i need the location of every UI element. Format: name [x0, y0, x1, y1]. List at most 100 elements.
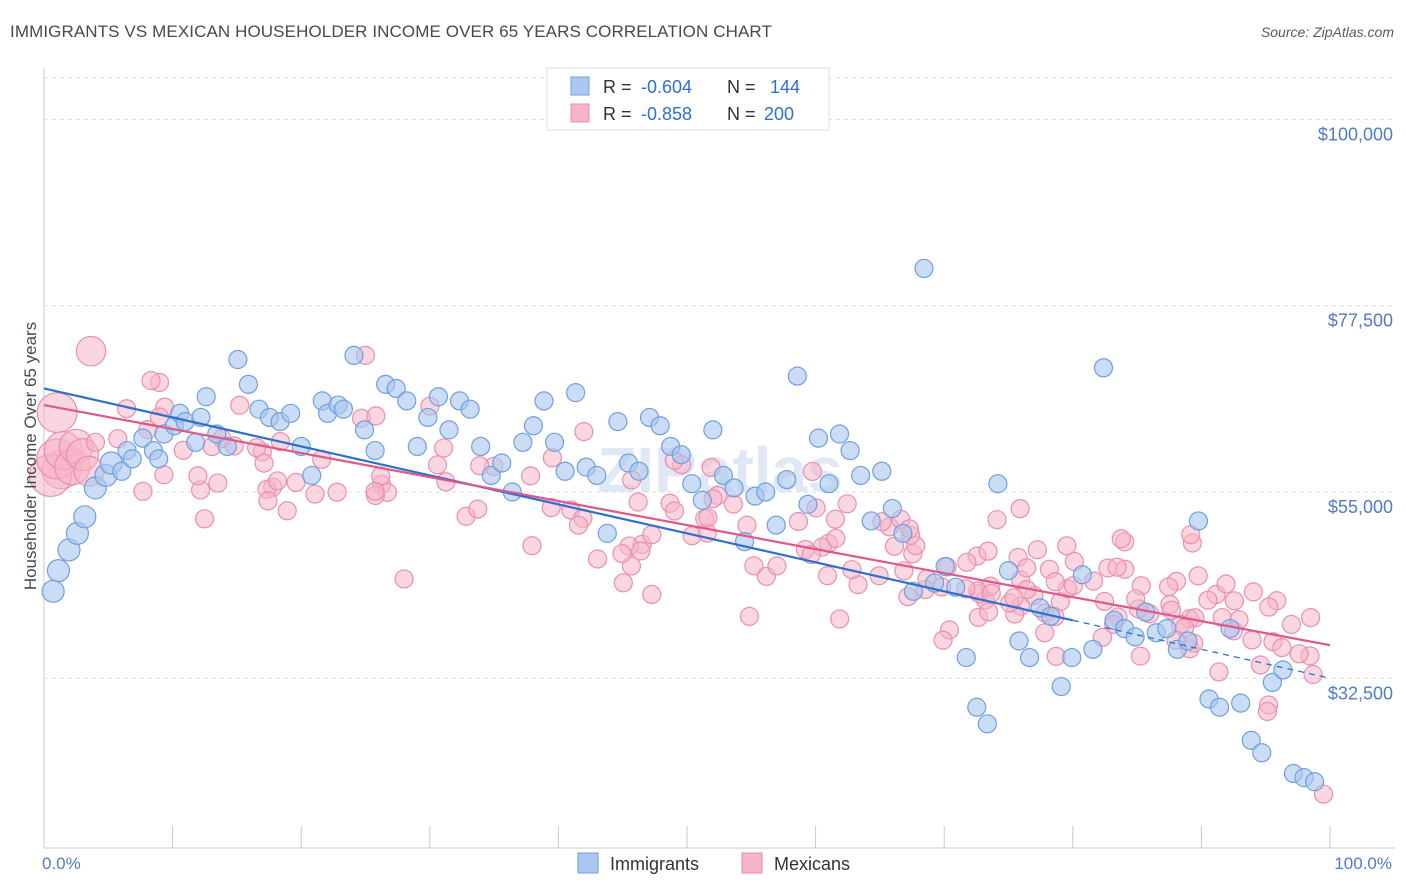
immigrants-point-68 [692, 490, 712, 510]
mexicans-point-71 [987, 510, 1007, 530]
mexicans-point-151 [664, 501, 685, 521]
mexicans-point-128 [612, 543, 632, 564]
mexicans-point-129 [305, 484, 325, 504]
immigrants-point-115 [1188, 511, 1209, 531]
mexicans-point-125 [520, 466, 541, 486]
mexicans-point-126 [830, 609, 850, 629]
y-tick-label-3: $32,500 [1328, 683, 1393, 703]
mexicans-point-176 [258, 491, 278, 511]
y-tick-label-2: $55,000 [1328, 497, 1393, 517]
mexicans-point-60 [327, 482, 347, 502]
mexicans-point-26 [188, 466, 208, 486]
immigrants-point-122 [1262, 672, 1282, 693]
mexicans-point-104 [739, 606, 760, 626]
mexicans-point-138 [1004, 588, 1024, 608]
immigrants-point-34 [333, 399, 354, 419]
immigrants-point-92 [946, 577, 966, 597]
mexicans-point-108 [628, 492, 648, 512]
mexicans-point-56 [1301, 608, 1321, 628]
y-axis-label: Householder Income Over 65 years [21, 322, 40, 590]
immigrants-point-86 [882, 498, 902, 519]
mexicans-point-68 [1010, 499, 1030, 519]
immigrants-point-106 [1093, 358, 1114, 378]
mexicans-points [28, 335, 1334, 804]
immigrants-point-40 [397, 391, 417, 411]
mexicans-point-105 [568, 515, 589, 535]
immigrants-point-117 [1209, 697, 1230, 717]
immigrants-point-62 [629, 461, 649, 481]
mexicans-point-114 [1111, 529, 1131, 549]
mexicans-trend-line [43, 403, 1331, 647]
mexicans-point-67 [825, 509, 846, 529]
mexicans-point-168 [933, 630, 953, 650]
mexicans-point-148 [141, 370, 161, 391]
mexicans-point-211 [1281, 614, 1302, 635]
mexicans-point-73 [1216, 574, 1236, 594]
mexicans-point-145 [1159, 577, 1179, 597]
immigrants-point-91 [935, 556, 955, 577]
bottom-legend-swatch-immigrants [577, 852, 599, 874]
immigrants-point-77 [787, 366, 807, 386]
mexicans-point-141 [1017, 558, 1037, 578]
mexicans-point-41 [366, 406, 386, 426]
x-tick-label-min: 0.0% [42, 854, 81, 873]
immigrants-point-49 [492, 453, 512, 473]
immigrants-point-8 [112, 461, 132, 481]
immigrants-point-88 [903, 581, 924, 601]
mexicans-point-178 [427, 455, 448, 475]
immigrants-point-120 [1241, 730, 1261, 750]
immigrants-point-4 [73, 505, 97, 529]
mexicans-point-208 [394, 569, 414, 589]
correlation-legend: R = -0.604 N = 144 R = -0.858 N = 200 [546, 67, 830, 131]
legend-r-label-mexicans: R = [603, 104, 632, 124]
immigrants-point-97 [998, 561, 1019, 581]
mexicans-point-6 [1224, 591, 1244, 611]
mexicans-point-177 [254, 453, 274, 473]
immigrants-point-44 [439, 420, 459, 440]
y-tick-labels: $100,000 $77,500 $55,000 $32,500 [1318, 124, 1393, 703]
mexicans-point-146 [1027, 540, 1048, 560]
mexicans-point-118 [133, 481, 153, 501]
chart-title: IMMIGRANTS VS MEXICAN HOUSEHOLDER INCOME… [10, 22, 772, 41]
series-legend: Immigrants Mexicans [577, 852, 850, 874]
immigrants-point-13 [149, 449, 169, 469]
immigrants-point-37 [365, 440, 385, 461]
immigrants-point-35 [344, 345, 364, 365]
immigrants-point-71 [724, 478, 744, 498]
mexicans-point-158 [75, 335, 107, 367]
immigrants-point-76 [777, 469, 797, 490]
immigrants-point-78 [798, 494, 818, 514]
immigrants-point-46 [460, 399, 480, 419]
source-label: Source: ZipAtlas.com [1260, 24, 1394, 40]
mexicans-point-182 [574, 422, 594, 442]
immigrants-point-81 [829, 424, 850, 444]
immigrants-point-19 [196, 387, 216, 407]
immigrants-point-85 [872, 461, 892, 481]
mexicans-point-12 [1209, 662, 1229, 682]
mexicans-point-147 [365, 481, 385, 501]
immigrants-point-105 [1083, 639, 1103, 659]
mexicans-point-53 [194, 509, 215, 529]
mexicans-point-175 [468, 499, 488, 519]
immigrants-point-79 [808, 428, 829, 448]
immigrants-point-99 [1019, 647, 1040, 668]
immigrants-point-28 [281, 403, 301, 423]
immigrants-point-43 [428, 387, 449, 407]
immigrants-point-56 [566, 383, 586, 403]
immigrants-point-54 [544, 432, 565, 452]
immigrants-point-80 [819, 474, 839, 494]
mexicans-point-8 [1130, 646, 1151, 666]
immigrants-point-123 [1273, 660, 1293, 680]
legend-n-label-immigrants: N = [727, 77, 756, 97]
immigrants-point-1 [46, 559, 71, 583]
immigrants-point-41 [407, 436, 427, 457]
mexicans-point-11 [817, 566, 838, 586]
mexicans-point-191 [208, 473, 228, 493]
immigrants-point-96 [988, 474, 1008, 494]
immigrants-point-98 [1009, 631, 1029, 651]
bottom-legend-label-immigrants: Immigrants [610, 854, 699, 874]
mexicans-point-134 [737, 515, 757, 535]
mexicans-point-0 [36, 392, 78, 434]
immigrants-point-47 [471, 436, 491, 457]
